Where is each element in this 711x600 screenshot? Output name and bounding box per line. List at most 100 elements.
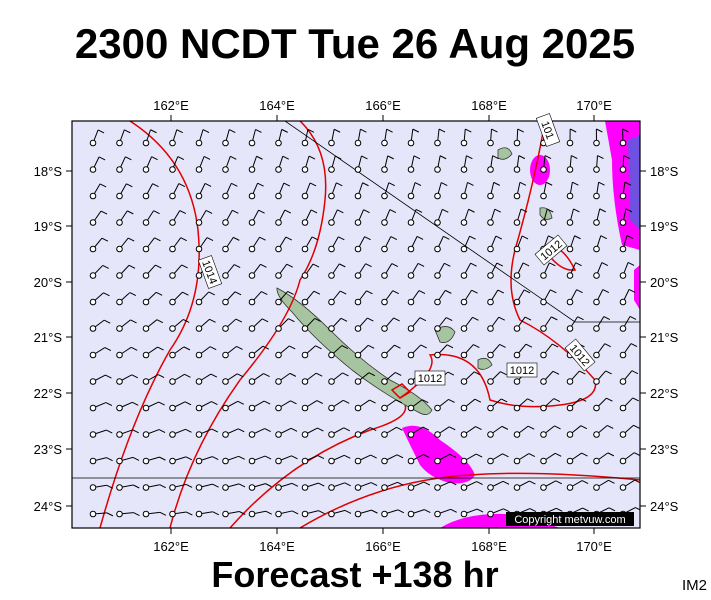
barb-stem — [650, 480, 662, 488]
barb-station — [619, 484, 627, 491]
barb-station — [619, 192, 627, 200]
barb-flag — [470, 262, 477, 267]
barb-station — [434, 272, 441, 279]
barb-station — [222, 404, 229, 412]
barb-station — [248, 431, 256, 438]
barb-flag — [155, 291, 163, 296]
barb-station — [328, 484, 335, 491]
barb-flag — [522, 262, 530, 267]
barb-station — [116, 298, 123, 306]
lon-label: 164°E — [259, 98, 295, 113]
barb-station — [195, 431, 203, 438]
lat-label: 24°S — [34, 499, 63, 514]
barb-flag — [653, 236, 659, 239]
barb-station — [487, 298, 494, 306]
barb-flag — [180, 237, 187, 242]
barb-flag — [607, 452, 615, 457]
barb-station — [381, 457, 388, 465]
barb-station — [275, 457, 282, 465]
barb-flag — [597, 155, 604, 159]
barb-flag — [101, 237, 109, 242]
barb-station — [566, 245, 574, 253]
barb-flag — [386, 128, 393, 133]
barb-station — [593, 298, 600, 306]
barb-station — [195, 219, 203, 226]
barb-station — [540, 351, 547, 359]
barb-flag — [263, 400, 271, 405]
isobar-label-bg — [535, 113, 561, 147]
barb-flag — [635, 507, 640, 511]
barb-flag — [630, 343, 638, 347]
barb-station — [434, 192, 441, 200]
barb-flag — [500, 371, 507, 376]
barb-flag — [573, 208, 580, 213]
barb-station — [460, 510, 468, 518]
barb-station — [89, 166, 97, 173]
barb-flag — [371, 509, 378, 514]
barb-station — [619, 325, 627, 332]
barb-station — [354, 351, 362, 359]
barb-flag — [132, 401, 139, 406]
barb-station — [222, 484, 229, 491]
barb-flag — [364, 236, 371, 241]
barb-station — [540, 378, 547, 385]
barb-flag — [210, 346, 217, 351]
barb-flag — [520, 208, 528, 213]
barb-station — [647, 140, 653, 146]
barb-station — [116, 166, 123, 173]
barb-station — [89, 510, 97, 518]
barb-flag — [308, 155, 316, 160]
barb-flag — [652, 209, 658, 212]
barb-flag — [493, 181, 500, 186]
barb-flag — [236, 373, 244, 378]
barb-flag — [448, 398, 455, 403]
barb-flag — [179, 210, 187, 215]
barb-station — [195, 351, 203, 359]
isobar-label-text: 101 — [538, 120, 556, 141]
barb-stem — [650, 262, 655, 275]
barb-flag — [606, 397, 613, 402]
barb-station — [619, 431, 627, 438]
barb-flag — [205, 209, 213, 214]
barb-station — [328, 378, 335, 385]
barb-station — [434, 298, 441, 306]
barb-station — [222, 351, 229, 359]
barb-flag — [661, 480, 667, 483]
barb-flag — [396, 454, 404, 459]
barb-station — [513, 351, 521, 359]
barb-flag — [204, 182, 212, 187]
barb-flag — [498, 316, 505, 321]
map-frame — [71, 120, 641, 529]
copyright-bg — [506, 512, 634, 526]
barb-flag — [649, 129, 655, 132]
barb-station — [301, 351, 309, 359]
barb-flag — [315, 345, 322, 350]
barb-station — [381, 378, 388, 385]
barb-flag — [519, 181, 527, 186]
barb-station — [381, 139, 388, 147]
barb-flag — [447, 371, 455, 376]
barb-station — [487, 192, 494, 200]
barb-station — [328, 298, 335, 306]
barb-flag — [264, 455, 272, 460]
barb-flag — [316, 400, 324, 405]
barb-flag — [569, 128, 577, 133]
barb-station — [195, 166, 203, 173]
barb-flag — [177, 156, 185, 161]
barb-station — [222, 166, 229, 173]
barb-stem — [650, 371, 659, 382]
barb-flag — [392, 290, 399, 295]
barb-station — [248, 219, 256, 226]
barb-flag — [394, 372, 402, 376]
barb-station — [593, 245, 600, 253]
barb-station — [540, 219, 547, 226]
barb-flag — [285, 236, 293, 241]
barb-flag — [152, 183, 159, 188]
barb-flag — [307, 128, 315, 133]
barb-station — [301, 272, 309, 279]
barb-flag — [290, 427, 298, 432]
barb-flag — [391, 263, 399, 268]
barb-station — [275, 166, 282, 173]
barb-flag — [184, 401, 192, 406]
